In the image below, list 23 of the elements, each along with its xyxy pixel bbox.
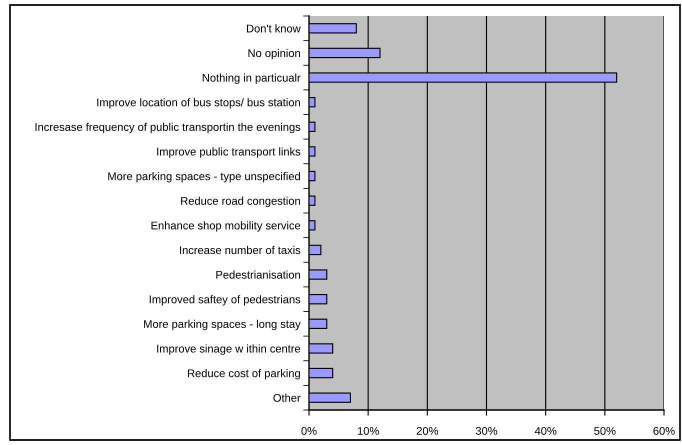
y-tick-label: Enhance shop mobility service [152,221,300,232]
y-tick-label: No opinion [248,48,300,60]
y-tick-label: Improve sinage w ithin centre [157,344,300,355]
y-tick-label: Other [273,394,300,402]
y-tick-label: Improve location of bus stops/ bus station [97,98,300,109]
y-tick-label: Increase number of taxis [180,246,300,254]
x-tick-label: 40% [534,426,556,435]
y-tick-label: Don't know [246,24,301,32]
x-tick-label: 0% [301,426,317,435]
x-tick-label: 10% [358,426,379,435]
y-tick-label: Reduce road congestion [181,196,300,208]
y-tick-label: Incresase frequency of public transportin the evenings [36,122,300,134]
y-tick-label: Reduce cost of parking [188,369,300,380]
y-tick-label: Nothing in particualr [202,74,300,84]
y-tick-label: Improved saftey of pedestrians [150,295,300,306]
x-tick-label: 20% [416,426,438,435]
x-tick-label: 30% [476,426,498,435]
x-tick-label: 50% [594,426,616,435]
y-tick-label: More parking spaces - type unspecified [108,172,300,182]
y-tick-label: More parking spaces - long stay [144,320,301,330]
y-tick-label: Improve public transport links [157,147,300,158]
x-tick-label: 60% [653,426,675,435]
y-tick-label: Pedestrianisation [216,270,300,279]
